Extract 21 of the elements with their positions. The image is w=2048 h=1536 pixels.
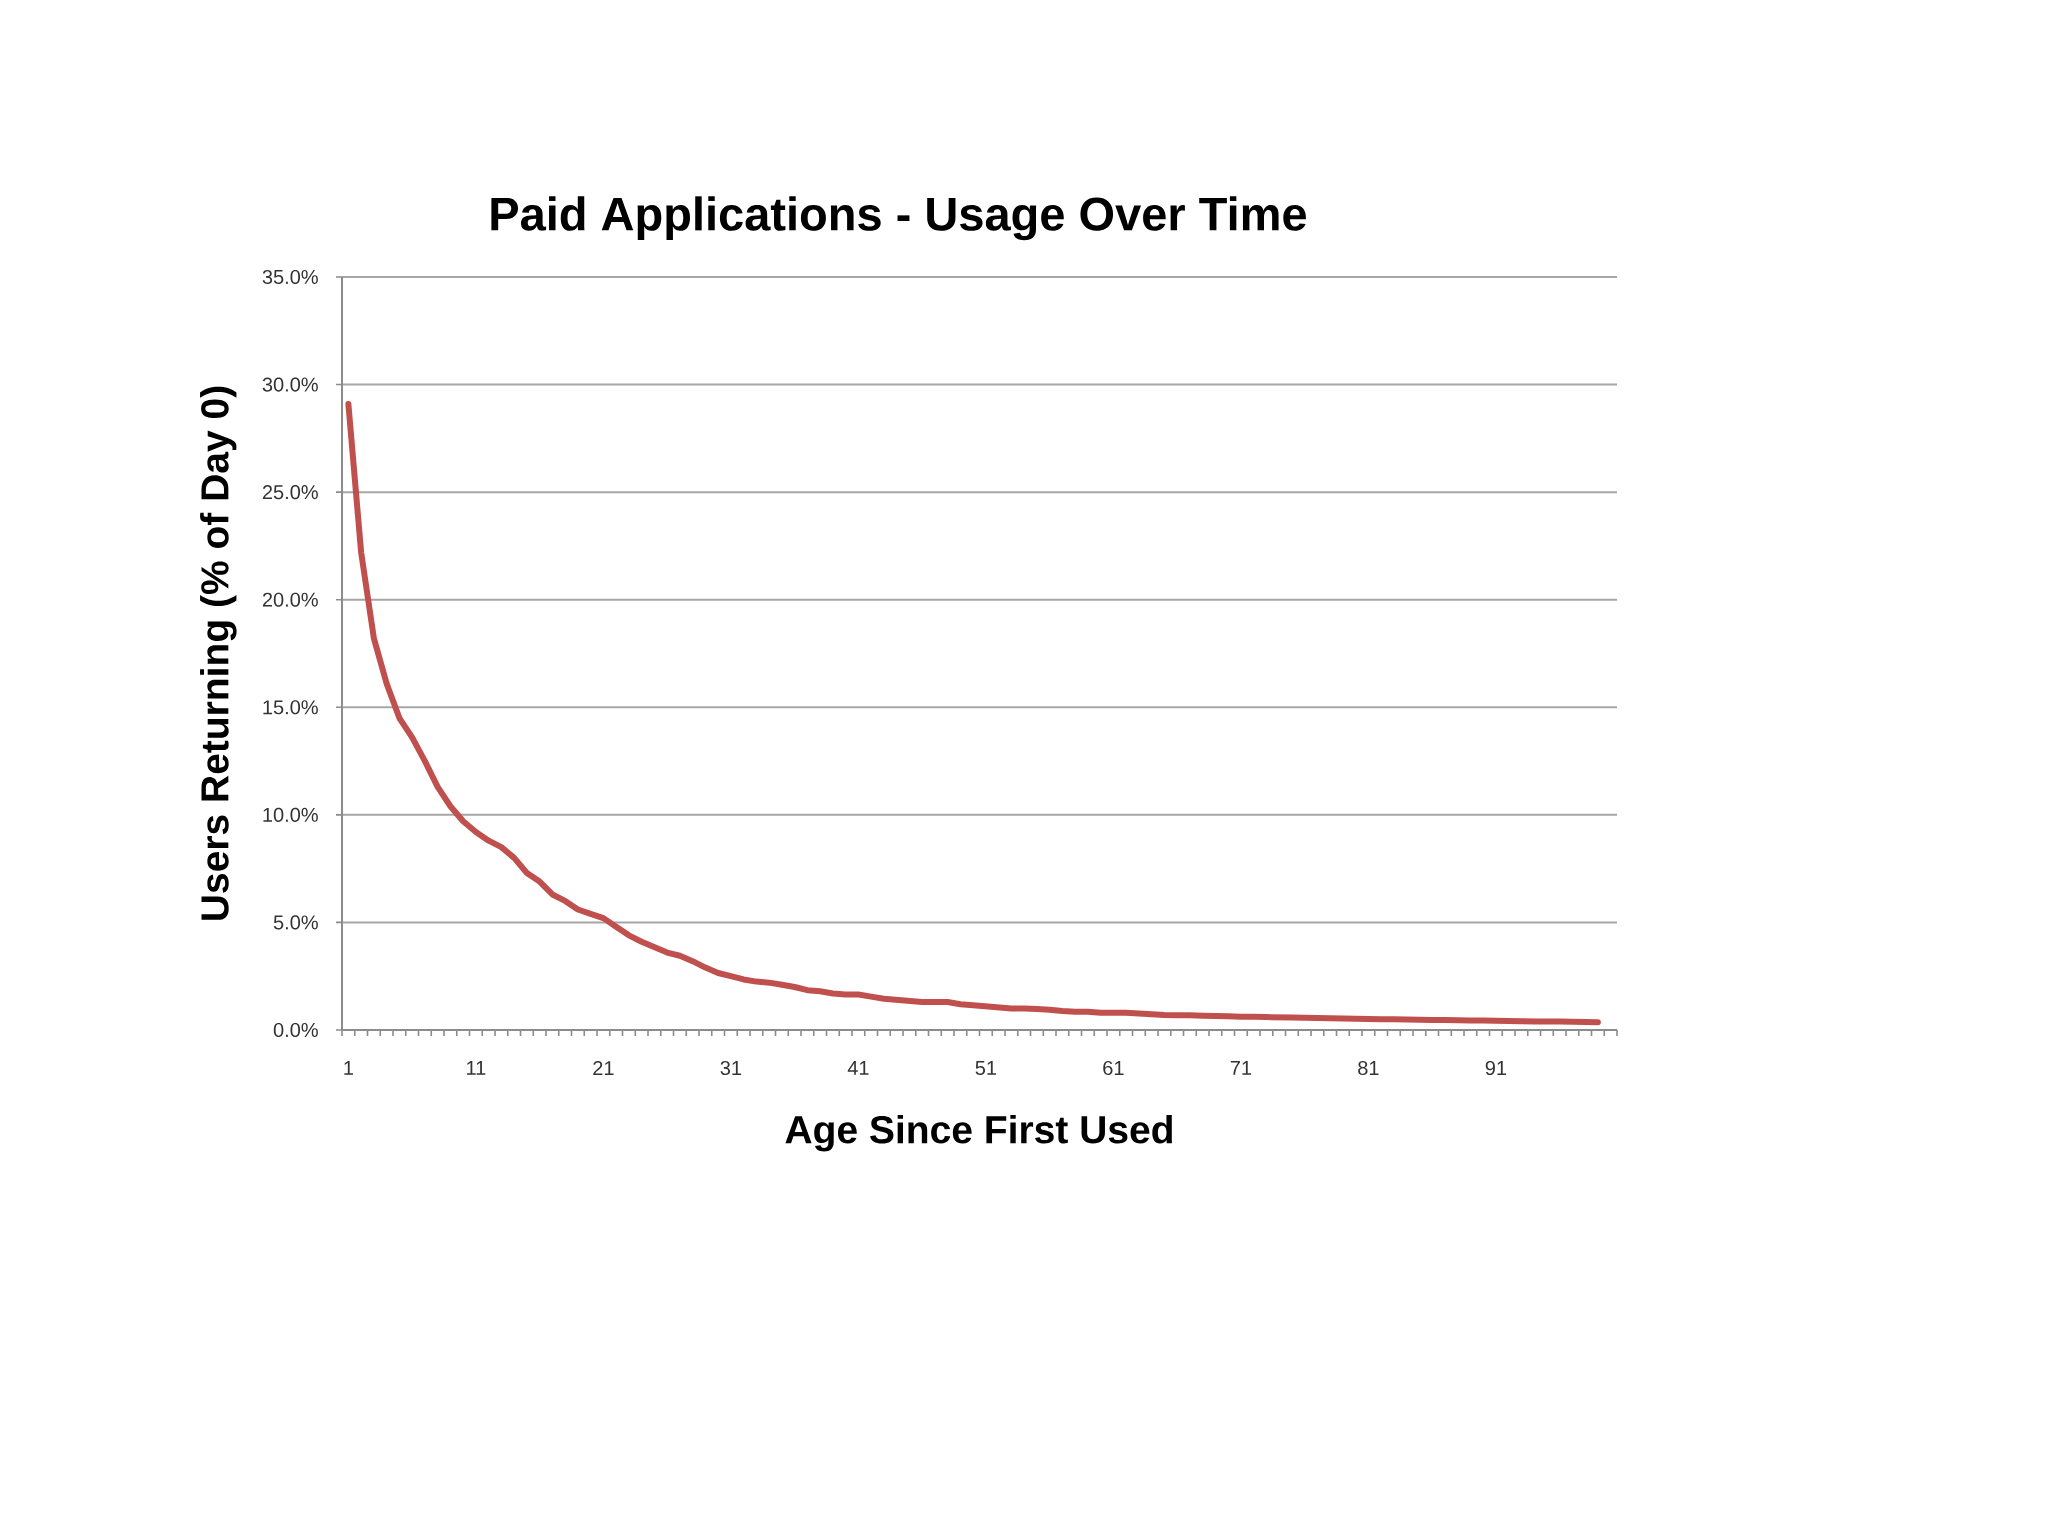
x-tick-label: 21 [593, 1061, 614, 1075]
x-tick-label: 1 [344, 1061, 353, 1075]
y-tick-label: 15.0% [263, 700, 318, 715]
y-tick-label: 25.0% [262, 485, 318, 500]
chart-title: Paid Applications - Usage Over Time [491, 196, 1306, 241]
y-tick-label: 20.0% [262, 592, 318, 607]
x-tick-label: 11 [467, 1061, 486, 1075]
y-tick-label: 0.0% [273, 1022, 318, 1038]
x-tick-label: 71 [1230, 1061, 1252, 1075]
x-tick-label: 61 [1103, 1060, 1124, 1076]
x-tick-label: 81 [1358, 1060, 1379, 1076]
y-axis-title: Users Returning (% of Day 0) [200, 386, 237, 920]
y-tick-label: 30.0% [262, 377, 318, 392]
x-axis-title: Age Since First Used [785, 1114, 1172, 1152]
x-tick-label: 91 [1485, 1060, 1507, 1076]
x-tick-label: 51 [975, 1061, 997, 1075]
y-tick-label: 5.0% [273, 915, 318, 930]
y-tick-label: 10.0% [263, 807, 318, 822]
x-tick-label: 41 [847, 1061, 869, 1075]
x-tick-label: 31 [720, 1060, 742, 1076]
y-tick-label: 35.0% [262, 269, 318, 285]
